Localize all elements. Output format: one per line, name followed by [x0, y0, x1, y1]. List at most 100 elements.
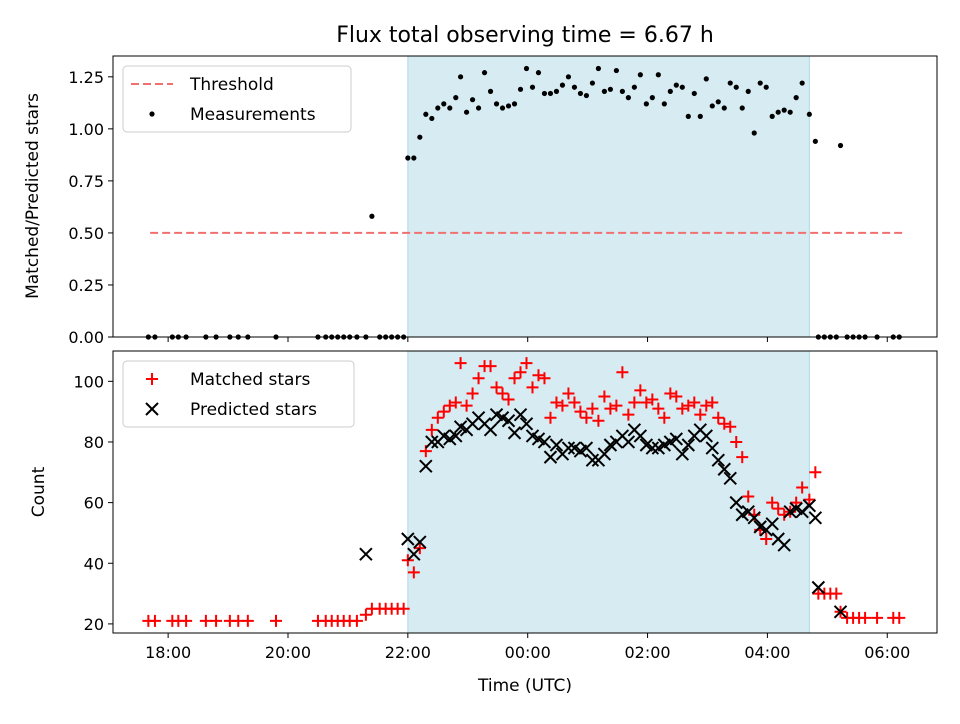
- predicted-stars-point: [633, 429, 648, 443]
- measurement-point: [643, 101, 649, 107]
- measurement-point: [571, 84, 578, 90]
- predicted-stars-point: [425, 435, 439, 449]
- matched-stars-point: [670, 390, 683, 403]
- matched-stars-point: [652, 402, 665, 415]
- predicted-stars-point: [413, 535, 427, 549]
- measurement-point: [631, 84, 637, 90]
- measurement-point: [763, 84, 769, 90]
- measurement-point: [739, 105, 745, 111]
- measurements-legend-marker: [149, 111, 155, 117]
- measurement-point: [553, 88, 560, 94]
- bottom-y-tick-label: 100: [73, 372, 104, 391]
- predicted-stars-point: [407, 547, 421, 561]
- top-legend-box: [122, 65, 352, 133]
- matched-stars-point: [502, 393, 515, 406]
- matched-stars-point: [454, 357, 467, 370]
- measurement-point: [429, 115, 435, 122]
- matched-stars-point: [592, 414, 605, 427]
- predicted-stars-point: [621, 435, 636, 449]
- measurement-point: [493, 101, 500, 107]
- matched-stars-point: [449, 396, 462, 409]
- matched-stars-point: [724, 420, 737, 433]
- measurement-point: [505, 103, 512, 109]
- matched-stars-point: [736, 451, 749, 464]
- measurement-point: [703, 76, 709, 82]
- predicted-stars-point: [811, 580, 826, 595]
- predicted-stars-point: [513, 407, 528, 422]
- bottom-y-axis-label: Count: [29, 466, 49, 517]
- predicted-stars-point: [717, 462, 731, 476]
- measurement-point: [757, 80, 763, 86]
- matched-stars-point: [199, 614, 212, 627]
- matched-stars-point: [712, 411, 725, 424]
- measurement-point: [517, 86, 524, 92]
- matched-stars-point: [413, 542, 426, 555]
- matched-stars-point: [586, 402, 599, 415]
- measurement-point: [697, 113, 703, 119]
- predicted-stars-point: [597, 447, 612, 461]
- top-y-axis-label: Matched/Predicted stars: [23, 93, 43, 299]
- matched-stars-legend-marker: [146, 373, 158, 385]
- x-tick-label: 20:00: [265, 643, 311, 662]
- measurement-point: [733, 84, 739, 90]
- top-y-tick-label: 1.25: [68, 68, 104, 87]
- measurement-point: [499, 105, 506, 111]
- measurement-point: [435, 105, 441, 111]
- bottom-panel: 20 40 60 80 100 18:00 20:00 22:00 00:00 02:00 04:0…: [73, 350, 938, 662]
- predicted-stars-point: [401, 532, 415, 546]
- predicted-stars-point: [645, 441, 660, 455]
- bottom-axes-frame: [112, 350, 938, 634]
- measurement-point: [481, 70, 488, 76]
- measurement-point: [837, 142, 844, 149]
- matched-stars-point: [466, 387, 479, 400]
- measurement-point: [523, 65, 530, 72]
- top-y-tick-label: 0.25: [68, 276, 104, 295]
- predicted-stars-point: [669, 432, 684, 446]
- matched-stars-point: [742, 490, 755, 503]
- measurement-point: [441, 101, 447, 107]
- matched-stars-legend-label: Matched stars: [190, 370, 310, 390]
- measurement-point: [709, 103, 715, 109]
- measurement-point: [529, 84, 536, 90]
- matched-stars-point: [431, 411, 444, 424]
- measurement-point: [547, 90, 554, 97]
- measurement-point: [411, 155, 417, 161]
- measurement-point: [487, 88, 494, 94]
- x-tick-label: 06:00: [864, 643, 910, 662]
- predicted-stars-point: [729, 495, 743, 510]
- matched-stars-point: [484, 360, 497, 373]
- predicted-stars-point: [549, 438, 564, 452]
- matched-stars-point: [803, 493, 816, 506]
- top-legend: Threshold Measurements: [122, 65, 352, 133]
- top-y-tick-label: 0.75: [68, 172, 104, 191]
- matched-stars-point: [544, 411, 557, 424]
- measurement-point: [601, 88, 608, 94]
- matched-stars-point: [148, 614, 161, 627]
- measurement-point: [745, 88, 751, 94]
- predicted-stars-point: [359, 547, 373, 561]
- predicted-stars-point: [501, 414, 516, 428]
- predicted-stars-point: [537, 435, 552, 449]
- matched-stars-point: [580, 411, 593, 424]
- matched-stars-point: [830, 587, 843, 600]
- predicted-stars-point: [802, 498, 817, 513]
- matched-stars-point: [514, 366, 527, 379]
- matched-stars-point: [556, 399, 569, 412]
- measurement-point: [595, 65, 602, 72]
- measurement-point: [667, 88, 673, 94]
- matched-stars-point: [694, 408, 707, 421]
- measurement-point: [577, 90, 584, 97]
- predicted-stars-point: [777, 538, 791, 552]
- bottom-legend-box: [122, 360, 355, 428]
- predicted-stars-point: [681, 438, 696, 452]
- predicted-stars-point: [808, 511, 823, 525]
- measurement-point: [541, 90, 548, 97]
- top-chart-title: Flux total observing time = 6.67 h: [336, 23, 714, 48]
- predicted-stars-point: [833, 605, 848, 619]
- measurement-point: [559, 82, 566, 88]
- bottom-y-tick-label: 20: [84, 615, 104, 634]
- measurement-point: [775, 109, 781, 115]
- measurement-point: [806, 111, 812, 117]
- matched-stars-point: [766, 496, 779, 509]
